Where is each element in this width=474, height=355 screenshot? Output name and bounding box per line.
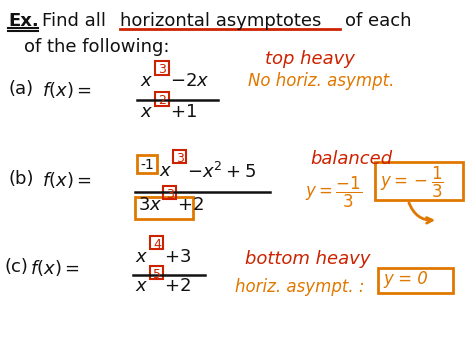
Text: (c): (c) (4, 258, 28, 276)
Text: $x$: $x$ (135, 248, 148, 266)
Text: $f(x) =$: $f(x) =$ (42, 170, 91, 190)
Text: y = 0: y = 0 (383, 270, 428, 288)
Text: $f(x) =$: $f(x) =$ (30, 258, 80, 278)
Text: of the following:: of the following: (24, 38, 170, 56)
Text: $y = -\dfrac{1}{3}$: $y = -\dfrac{1}{3}$ (380, 165, 444, 200)
Text: -1: -1 (140, 158, 154, 172)
Text: horiz. asympt. :: horiz. asympt. : (235, 278, 365, 296)
Text: $x$: $x$ (135, 277, 148, 295)
Text: $f(x) =$: $f(x) =$ (42, 80, 91, 100)
Text: (a): (a) (8, 80, 33, 98)
Text: $+2$: $+2$ (177, 196, 204, 214)
Text: 3: 3 (166, 188, 174, 201)
Text: bottom heavy: bottom heavy (245, 250, 370, 268)
Text: $x$: $x$ (140, 103, 153, 121)
Text: balanced: balanced (310, 150, 392, 168)
Text: $-2x$: $-2x$ (170, 72, 210, 90)
Text: 5: 5 (153, 268, 161, 281)
Text: $3x$: $3x$ (138, 196, 162, 214)
Text: 4: 4 (153, 238, 161, 251)
Text: horizontal asymptotes: horizontal asymptotes (120, 12, 321, 30)
Text: No horiz. asympt.: No horiz. asympt. (248, 72, 394, 90)
Text: top heavy: top heavy (265, 50, 355, 68)
Text: Find all: Find all (42, 12, 106, 30)
Text: $+2$: $+2$ (164, 277, 191, 295)
Text: 3: 3 (176, 152, 184, 165)
Text: of each: of each (345, 12, 411, 30)
Text: $y = \dfrac{-1}{3}$: $y = \dfrac{-1}{3}$ (305, 175, 362, 210)
Text: (b): (b) (8, 170, 34, 188)
Text: 2: 2 (158, 94, 166, 107)
Text: $- x^2+5$: $- x^2+5$ (187, 162, 256, 182)
Text: 3: 3 (158, 63, 166, 76)
Text: Ex.: Ex. (8, 12, 39, 30)
Text: $x$: $x$ (159, 162, 172, 180)
Text: $+1$: $+1$ (170, 103, 197, 121)
Text: $x$: $x$ (140, 72, 153, 90)
Text: $+3$: $+3$ (164, 248, 191, 266)
